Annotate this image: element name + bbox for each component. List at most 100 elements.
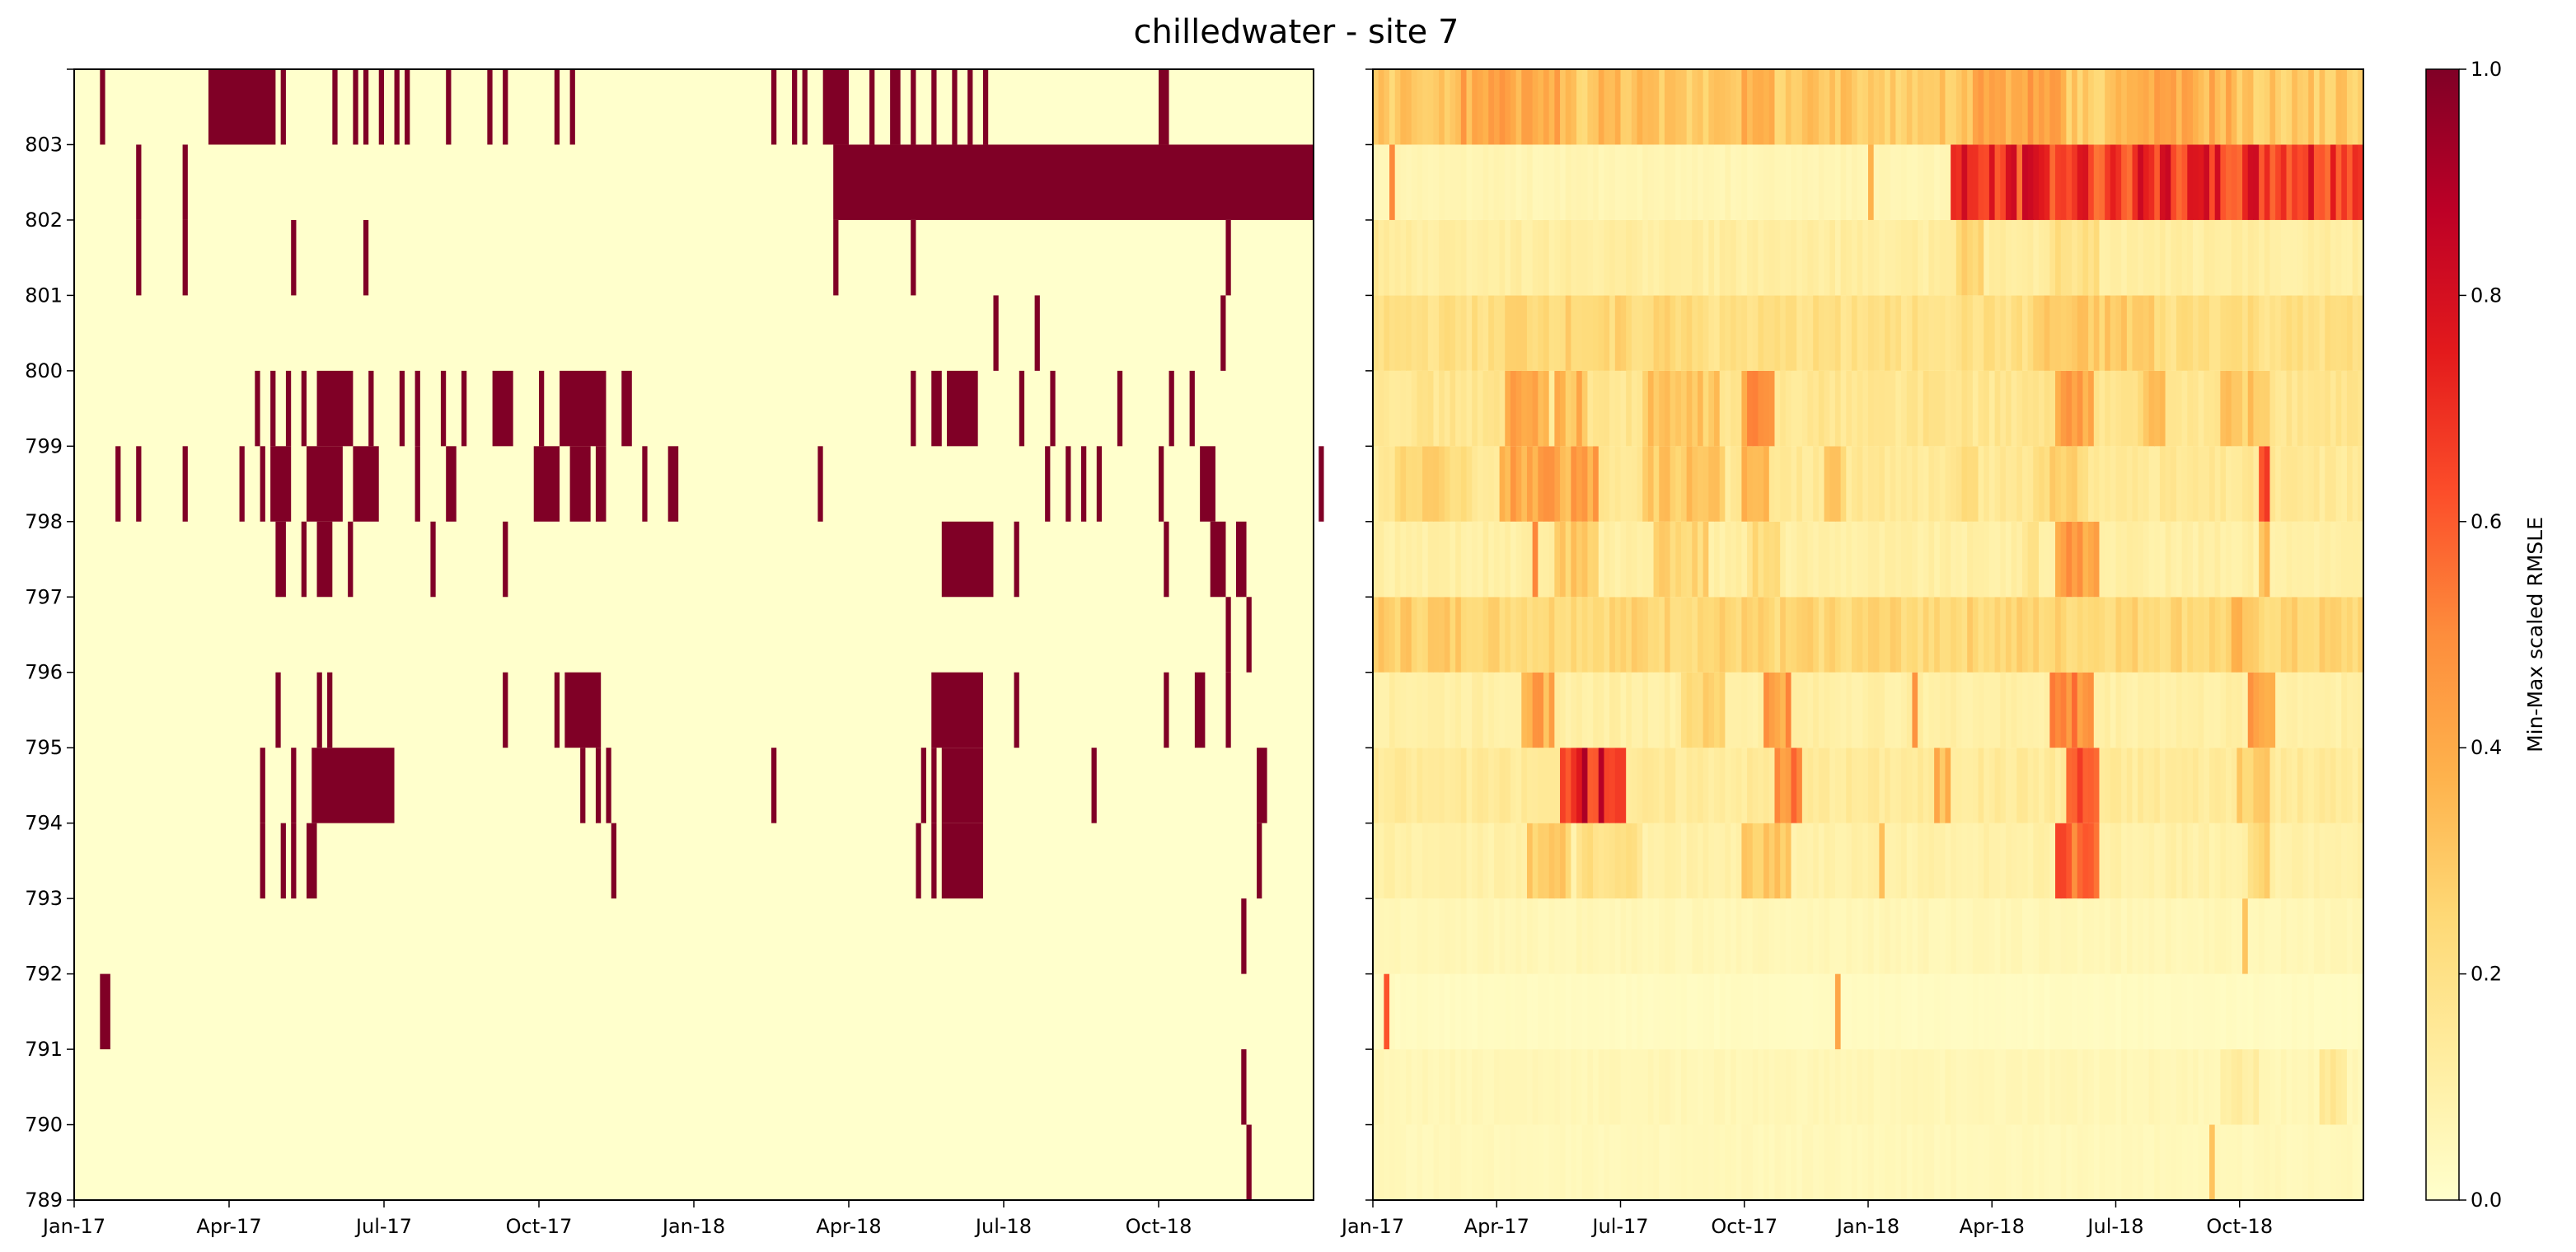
cell-795 [1763,672,1770,748]
cell-794 [2302,748,2309,823]
cell-802 [2039,144,2045,220]
cell-794 [2319,748,2325,823]
cell-790 [2214,1049,2221,1125]
cell-789 [1785,1124,1792,1200]
cell-803 [1873,69,1880,145]
cell-792 [1543,898,1550,974]
cell-789 [1955,1124,1963,1200]
cell-796 [1565,597,1571,673]
cell-789 [1801,1124,1809,1200]
cell-795 [1680,672,1688,748]
cell-802 [1626,144,1632,220]
cell-801 [1692,219,1698,296]
cell-794 [606,748,611,823]
cell-803 [2138,69,2144,145]
cell-789 [1526,1124,1534,1200]
cell-798 [1394,446,1401,522]
cell-793 [2072,823,2078,899]
cell-797 [1526,521,1534,598]
cell-802 [2220,144,2227,220]
cell-793 [916,823,921,899]
cell-798 [1598,446,1605,522]
cell-796 [2115,597,2122,673]
cell-790 [1538,1049,1544,1125]
cell-791 [1945,973,1951,1050]
cell-789 [2066,1124,2073,1200]
cell-798 [2165,446,2171,522]
cell-789 [1846,1124,1852,1200]
cell-795 [2044,672,2050,748]
cell-797 [1598,521,1605,598]
cell-797 [2341,521,2348,598]
cell-796 [2077,597,2084,673]
cell-789 [1719,1124,1726,1200]
cell-801 [2099,219,2105,296]
cell-803 [2204,69,2210,145]
cell-794 [2214,748,2221,823]
cell-790 [1807,1049,1814,1125]
cell-797 [2297,521,2304,598]
cell-796 [1538,597,1544,673]
cell-797 [1565,521,1571,598]
cell-796 [1560,597,1567,673]
cell-795 [2297,672,2304,748]
cell-797 [1670,521,1676,598]
cell-798 [1620,446,1627,522]
cell-790 [1505,1049,1511,1125]
cell-797 [1548,521,1555,598]
cell-793 [307,823,317,899]
cell-799 [2181,370,2188,447]
cell-798 [1747,446,1754,522]
cell-795 [2176,672,2183,748]
cell-802 [1400,144,1407,220]
cell-792 [2044,898,2050,974]
cell-798 [1807,446,1814,522]
cell-799 [1521,370,1528,447]
cell-792 [1879,898,1885,974]
cell-799 [2297,370,2304,447]
cell-795 [327,672,333,748]
cell-803 [1829,69,1836,145]
cell-790 [2066,1049,2073,1125]
cell-795 [1538,672,1544,748]
cell-800 [2027,295,2034,371]
cell-790 [1576,1049,1583,1125]
cell-792 [1241,898,1247,974]
cell-802 [1604,144,1610,220]
cell-803 [1515,69,1522,145]
cell-791 [2259,973,2265,1050]
cell-797 [1923,521,1930,598]
cell-789 [1576,1124,1583,1200]
cell-794 [2335,748,2342,823]
cell-799 [2358,370,2364,447]
cell-795 [1394,672,1401,748]
cell-789 [1620,1124,1627,1200]
cell-791 [1703,973,1709,1050]
cell-793 [1417,823,1423,899]
cell-796 [1444,597,1451,673]
cell-790 [2132,1049,2138,1125]
cell-790 [1780,1049,1787,1125]
cell-791 [2072,973,2078,1050]
cell-791 [1499,973,1506,1050]
cell-794 [1868,748,1875,823]
cell-797 [1433,521,1440,598]
cell-798 [2143,446,2150,522]
cell-789 [1885,1124,1891,1200]
cell-795 [2352,672,2358,748]
cell-799 [1626,370,1632,447]
cell-790 [1939,1049,1946,1125]
cell-791 [1493,973,1501,1050]
cell-802 [2214,144,2221,220]
cell-795 [1493,672,1501,748]
cell-800 [2198,295,2204,371]
cell-790 [1840,1049,1847,1125]
cell-795 [1906,672,1913,748]
cell-791 [2313,973,2321,1050]
cell-794 [1472,748,1478,823]
cell-801 [2286,219,2293,296]
cell-790 [1901,1049,1908,1125]
cell-792 [2110,898,2117,974]
cell-798 [1703,446,1709,522]
cell-790 [1482,1049,1489,1125]
